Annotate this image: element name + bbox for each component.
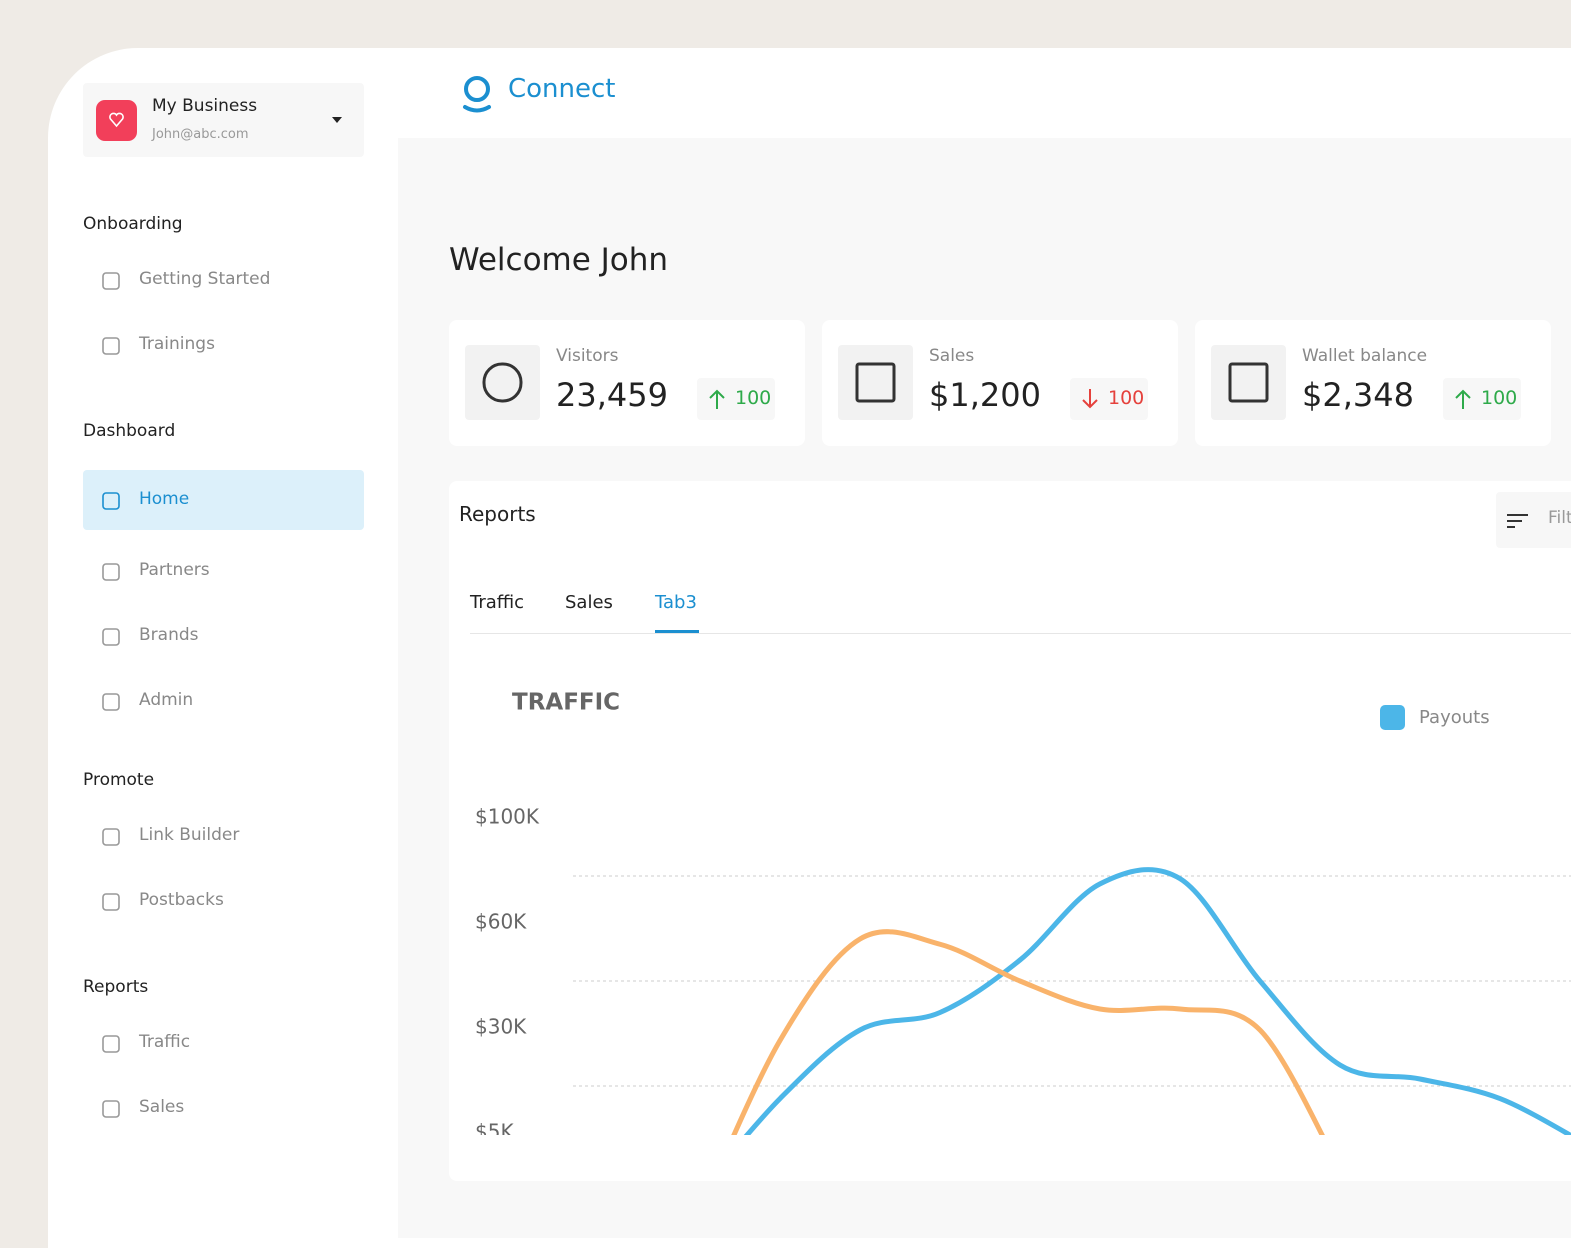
chart-title: TRAFFIC: [512, 690, 620, 716]
y-tick-label: $100K: [475, 805, 540, 829]
stat-label: Wallet balance: [1302, 346, 1428, 366]
nav-icon: [102, 893, 120, 911]
nav-label: Link Builder: [139, 825, 240, 845]
stat-value: $1,200: [929, 376, 1041, 414]
nav-label: Brands: [139, 625, 199, 645]
y-tick-label: $30K: [475, 1015, 527, 1039]
logo-icon: [109, 112, 124, 128]
stat-value: $2,348: [1302, 376, 1414, 414]
stat-icon: [838, 345, 913, 420]
nav-icon: [102, 693, 120, 711]
nav-icon: [102, 1035, 120, 1053]
nav-item[interactable]: Partners: [83, 541, 364, 601]
nav-label: Traffic: [139, 1032, 191, 1052]
tab-underline: [655, 630, 699, 633]
tab[interactable]: Sales: [565, 592, 613, 613]
nav-item[interactable]: Brands: [83, 606, 364, 666]
plot: [731, 867, 1571, 1135]
reports-card: [449, 481, 1571, 1181]
nav-icon: [102, 337, 120, 355]
nav-label: Postbacks: [139, 890, 224, 910]
filter-icon: [1507, 514, 1528, 528]
filter-label: Filter: [1548, 508, 1571, 528]
section-title: Promote: [83, 770, 155, 790]
nav-icon: [102, 1100, 120, 1118]
stat-change-value: 100: [1108, 387, 1145, 409]
legend-swatch: [1380, 705, 1405, 730]
trend-arrow: [1082, 389, 1098, 409]
page: My Business John@abc.com Connect Welcome…: [48, 48, 1571, 1248]
welcome-heading: Welcome John: [449, 242, 669, 278]
top-bar: [398, 48, 1571, 138]
nav-icon: [102, 272, 120, 290]
section-title: Onboarding: [83, 214, 183, 234]
nav-label: Getting Started: [139, 269, 271, 289]
stat-icon: [1211, 345, 1286, 420]
nav-item[interactable]: Admin: [83, 671, 364, 731]
nav-icon: [102, 828, 120, 846]
app-name: Connect: [508, 74, 616, 104]
nav-label: Trainings: [139, 334, 215, 354]
stat-change-value: 100: [1481, 387, 1518, 409]
y-tick-label: $5K: [475, 1120, 514, 1136]
nav-item[interactable]: Home: [83, 470, 364, 530]
stat-glyph: [855, 362, 896, 403]
tab[interactable]: Traffic: [470, 592, 525, 613]
stat-change: 100: [1443, 378, 1521, 420]
filter-button[interactable]: Filter: [1496, 492, 1571, 548]
nav-icon: [102, 492, 120, 510]
trend-arrow: [709, 389, 725, 409]
reports-title: Reports: [459, 502, 536, 526]
tab[interactable]: Tab3: [655, 592, 697, 613]
stat-change: 100: [697, 378, 775, 420]
business-logo: [96, 100, 137, 141]
section-title: Reports: [83, 977, 149, 997]
stat-label: Sales: [929, 346, 975, 366]
nav-item[interactable]: Getting Started: [83, 250, 364, 310]
nav-label: Admin: [139, 690, 194, 710]
nav-label: Home: [139, 489, 190, 509]
nav-item[interactable]: Sales: [83, 1078, 364, 1138]
trend-arrow: [1455, 389, 1471, 409]
business-email: John@abc.com: [152, 127, 249, 142]
nav-item[interactable]: Link Builder: [83, 806, 364, 866]
nav-label: Sales: [139, 1097, 185, 1117]
chart: TRAFFIC $5K $30K $60K $100K Payouts: [475, 690, 1571, 1136]
nav-item[interactable]: Trainings: [83, 315, 364, 375]
stat-glyph: [482, 362, 523, 403]
nav-item[interactable]: Traffic: [83, 1013, 364, 1073]
nav-icon: [102, 628, 120, 646]
legend-label: Payouts: [1419, 707, 1490, 728]
y-tick-label: $60K: [475, 910, 527, 934]
stat-label: Visitors: [556, 346, 619, 366]
stat-glyph: [1228, 362, 1269, 403]
dropdown-caret: [332, 117, 342, 123]
nav-label: Partners: [139, 560, 210, 580]
nav-item[interactable]: Postbacks: [83, 871, 364, 931]
business-switcher[interactable]: My Business John@abc.com: [83, 83, 364, 157]
stat-change: 100: [1070, 378, 1148, 420]
line: [731, 929, 1325, 1135]
stat-change-value: 100: [735, 387, 772, 409]
tab-divider: [470, 633, 1571, 634]
stat-icon: [465, 345, 540, 420]
nav-icon: [102, 563, 120, 581]
app-logo: [463, 76, 491, 113]
line: [743, 867, 1571, 1135]
section-title: Dashboard: [83, 421, 176, 441]
business-name: My Business: [152, 96, 258, 116]
stat-value: 23,459: [556, 376, 668, 414]
